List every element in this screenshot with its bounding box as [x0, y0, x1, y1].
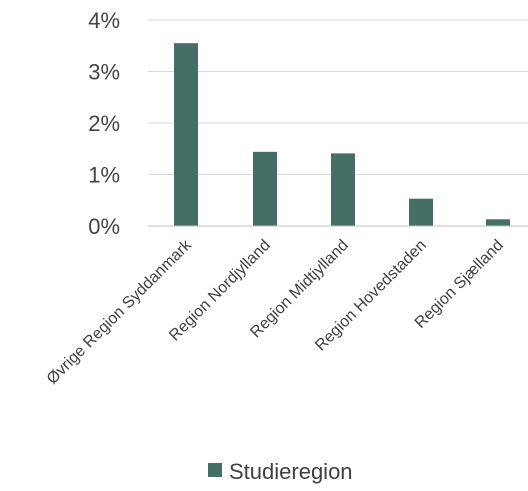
y-tick-label: 1% — [88, 163, 120, 188]
legend-label-studieregion: Studieregion — [229, 459, 353, 484]
bar-3 — [331, 153, 355, 226]
x-category-label-1: Øvrige Region Syddanmark — [44, 236, 196, 388]
bar-2 — [253, 151, 277, 226]
y-tick-label: 0% — [88, 214, 120, 239]
legend-swatch — [208, 463, 222, 477]
legend: Studieregion — [208, 459, 353, 484]
y-tick-label: 4% — [88, 8, 120, 33]
y-tick-label: 2% — [88, 111, 120, 136]
bar-1 — [174, 43, 198, 226]
bar-4 — [409, 198, 433, 226]
bar-5 — [486, 219, 510, 226]
y-tick-label: 3% — [88, 60, 120, 85]
bars — [174, 43, 510, 226]
y-axis-tick-labels: 0% 1% 2% 3% 4% — [88, 8, 120, 239]
gridlines — [148, 19, 528, 175]
